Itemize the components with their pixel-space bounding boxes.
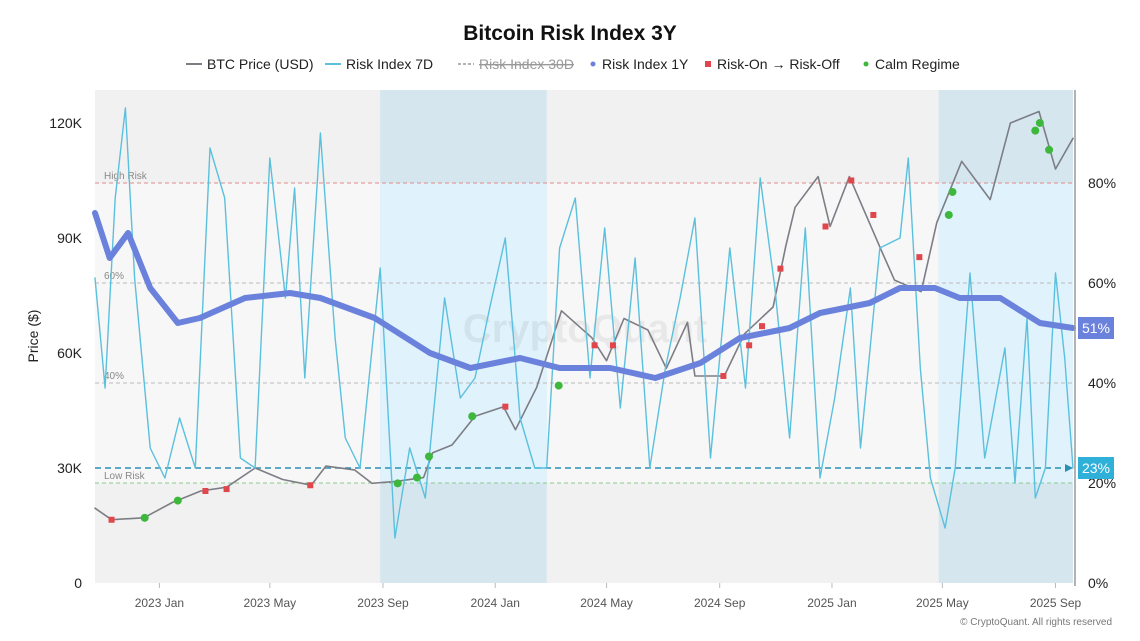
risk-on-off-marker [591,342,598,349]
footer-copyright: © CryptoQuant. All rights reserved [960,617,1112,628]
reference-label: Low Risk [104,471,146,482]
x-tick-label: 2024 Jan [471,596,520,610]
y-right-tick-label: 80% [1088,175,1116,191]
risk-index-1y-line [92,210,1076,381]
shaded-region-band [380,183,547,483]
x-tick-label: 2023 Sep [357,596,409,610]
legend-item[interactable]: Risk Index 1Y [602,56,689,72]
chart-title: Bitcoin Risk Index 3Y [463,22,677,45]
calm-regime-marker [140,513,149,522]
calm-regime-marker [554,381,563,390]
legend-swatch [863,61,869,67]
risk-index-7d-line [94,107,1074,539]
calm-regime-marker [948,187,957,196]
calm-regime-marker [1035,118,1044,127]
legend-item[interactable]: BTC Price (USD) [207,56,314,72]
legend-item[interactable]: Risk Index 7D [346,56,433,72]
calm-regime-marker [413,473,422,482]
legend-item[interactable]: Calm Regime [875,56,960,72]
y-right-tick-label: 40% [1088,375,1116,391]
current-value-label: 51% [1082,320,1110,336]
y-right-tick-label: 0% [1088,575,1108,591]
calm-regime-marker [173,496,182,505]
calm-regime-marker [1045,145,1054,154]
risk-on-off-marker [759,323,766,330]
calm-regime-marker [468,412,477,421]
y-axis-label: Price ($) [25,310,41,363]
calm-regime-marker [944,210,953,219]
calm-regime-marker [1031,126,1040,135]
legend: BTC Price (USD) Risk Index 7D Risk Index 3… [186,56,960,72]
legend-swatch [590,61,596,67]
calm-regime-marker [393,479,402,488]
y-tick-label: 120K [49,115,82,131]
current-value-badge [1078,317,1114,339]
risk-on-off-marker [848,177,855,184]
x-tick-label: 2024 Sep [694,596,746,610]
current-value-label: 23% [1082,460,1110,476]
reference-label: 40% [104,371,124,382]
x-tick-label: 2025 May [916,596,969,610]
risk-on-off-marker [916,254,923,261]
legend-swatch [705,61,711,67]
y-right-tick-label: 60% [1088,275,1116,291]
risk-on-off-marker [502,403,509,410]
y-tick-label: 30K [57,460,83,476]
y-tick-label: 90K [57,230,83,246]
y-tick-label: 60K [57,345,83,361]
risk-on-off-marker [202,487,209,494]
x-tick-label: 2023 Jan [135,596,184,610]
risk-on-off-marker [870,211,877,218]
neutral-band [95,183,1073,483]
legend-item[interactable]: Risk-On → Risk-Off [717,56,840,72]
risk-on-off-marker [108,516,115,523]
x-tick-label: 2025 Sep [1030,596,1082,610]
x-tick-label: 2024 May [580,596,633,610]
reference-label: High Risk [104,171,148,182]
shaded-region-band [938,183,1073,483]
y-tick-label: 0 [74,575,82,591]
risk-on-off-marker [609,342,616,349]
risk-on-off-marker [822,223,829,230]
calm-regime-marker [424,452,433,461]
risk-on-off-marker [720,372,727,379]
risk-on-off-marker [223,486,230,493]
risk-on-off-marker [746,342,753,349]
risk-on-off-marker [777,265,784,272]
reference-label: 60% [104,271,124,282]
x-tick-label: 2023 May [243,596,296,610]
risk-on-off-marker [307,482,314,489]
current-arrow-icon [1065,464,1073,472]
x-tick-label: 2025 Jan [807,596,856,610]
legend-item[interactable]: Risk Index 30D [479,56,574,72]
current-value-badge [1078,457,1114,479]
